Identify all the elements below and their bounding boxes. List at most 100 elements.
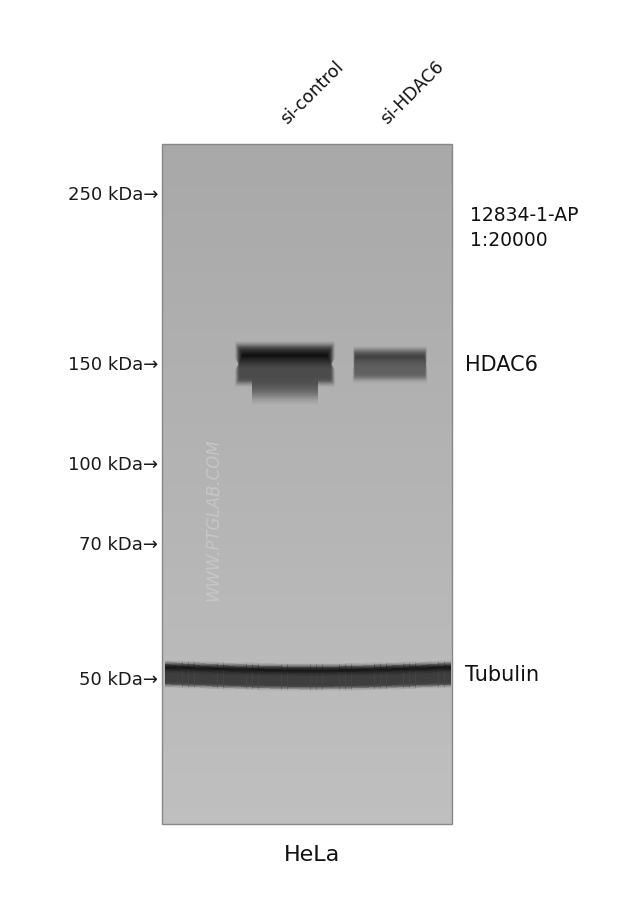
Bar (322, 666, 328, 679)
Bar (229, 673, 235, 687)
FancyBboxPatch shape (236, 367, 334, 385)
Bar (212, 666, 218, 679)
FancyBboxPatch shape (252, 375, 318, 388)
Bar (328, 671, 334, 686)
Bar (392, 672, 398, 686)
Bar (165, 662, 171, 676)
Bar (345, 663, 351, 677)
Bar (293, 668, 299, 682)
Bar (229, 663, 235, 676)
Bar (162, 238, 452, 248)
Bar (310, 665, 316, 678)
Bar (162, 442, 452, 452)
Bar (386, 669, 392, 683)
Bar (340, 667, 346, 681)
Bar (287, 674, 293, 687)
Bar (217, 667, 224, 682)
Bar (188, 669, 194, 683)
Bar (171, 664, 177, 678)
Bar (421, 661, 427, 676)
Bar (374, 667, 381, 682)
Bar (287, 674, 293, 688)
Bar (357, 666, 363, 680)
Bar (369, 676, 375, 691)
Bar (270, 672, 276, 686)
Bar (264, 676, 270, 690)
Bar (247, 664, 253, 678)
Bar (282, 667, 288, 682)
Bar (247, 663, 253, 676)
Bar (415, 669, 421, 684)
Bar (165, 672, 171, 686)
FancyBboxPatch shape (354, 361, 426, 377)
Bar (363, 676, 369, 690)
Bar (432, 666, 439, 680)
Bar (432, 672, 439, 686)
FancyBboxPatch shape (242, 353, 328, 371)
Bar (439, 660, 445, 675)
Bar (258, 676, 264, 690)
Bar (177, 668, 183, 683)
Bar (258, 663, 264, 676)
Bar (439, 666, 445, 680)
Bar (212, 672, 218, 686)
Bar (206, 668, 212, 682)
Bar (270, 663, 276, 677)
Bar (328, 667, 334, 682)
Bar (217, 672, 224, 686)
Bar (287, 670, 293, 684)
Bar (252, 664, 259, 678)
Bar (427, 669, 433, 683)
Bar (229, 669, 235, 683)
Bar (305, 663, 311, 677)
Bar (404, 662, 410, 676)
Bar (380, 669, 386, 683)
Bar (299, 667, 305, 681)
Bar (188, 667, 194, 682)
Bar (409, 664, 416, 677)
Bar (380, 662, 386, 676)
Bar (334, 664, 340, 678)
Bar (404, 675, 410, 689)
FancyBboxPatch shape (236, 345, 334, 363)
Bar (357, 663, 363, 676)
Bar (299, 675, 305, 689)
Bar (165, 665, 171, 678)
Bar (363, 667, 369, 680)
Bar (432, 667, 439, 681)
Bar (374, 665, 381, 678)
Bar (282, 666, 288, 679)
Bar (223, 664, 229, 677)
Bar (316, 671, 323, 686)
Bar (345, 668, 351, 682)
FancyBboxPatch shape (239, 363, 331, 381)
Bar (275, 666, 282, 679)
Bar (357, 675, 363, 688)
Bar (194, 675, 201, 688)
Bar (357, 667, 363, 681)
Bar (275, 677, 282, 691)
Bar (200, 666, 206, 680)
FancyBboxPatch shape (239, 348, 331, 366)
Bar (206, 666, 212, 680)
Text: 12834-1-AP
1:20000: 12834-1-AP 1:20000 (470, 206, 579, 250)
Bar (194, 673, 201, 687)
FancyBboxPatch shape (237, 365, 333, 383)
Bar (334, 666, 340, 679)
Bar (328, 672, 334, 686)
Bar (322, 672, 328, 686)
Bar (397, 672, 404, 686)
Bar (310, 667, 316, 680)
Bar (293, 667, 299, 681)
Bar (444, 673, 450, 687)
Bar (264, 670, 270, 685)
Bar (200, 675, 206, 688)
Bar (415, 675, 421, 688)
Bar (162, 188, 452, 197)
Bar (293, 675, 299, 689)
Bar (183, 661, 189, 676)
Bar (275, 672, 282, 686)
Bar (293, 675, 299, 688)
Bar (229, 667, 235, 681)
Bar (206, 662, 212, 676)
